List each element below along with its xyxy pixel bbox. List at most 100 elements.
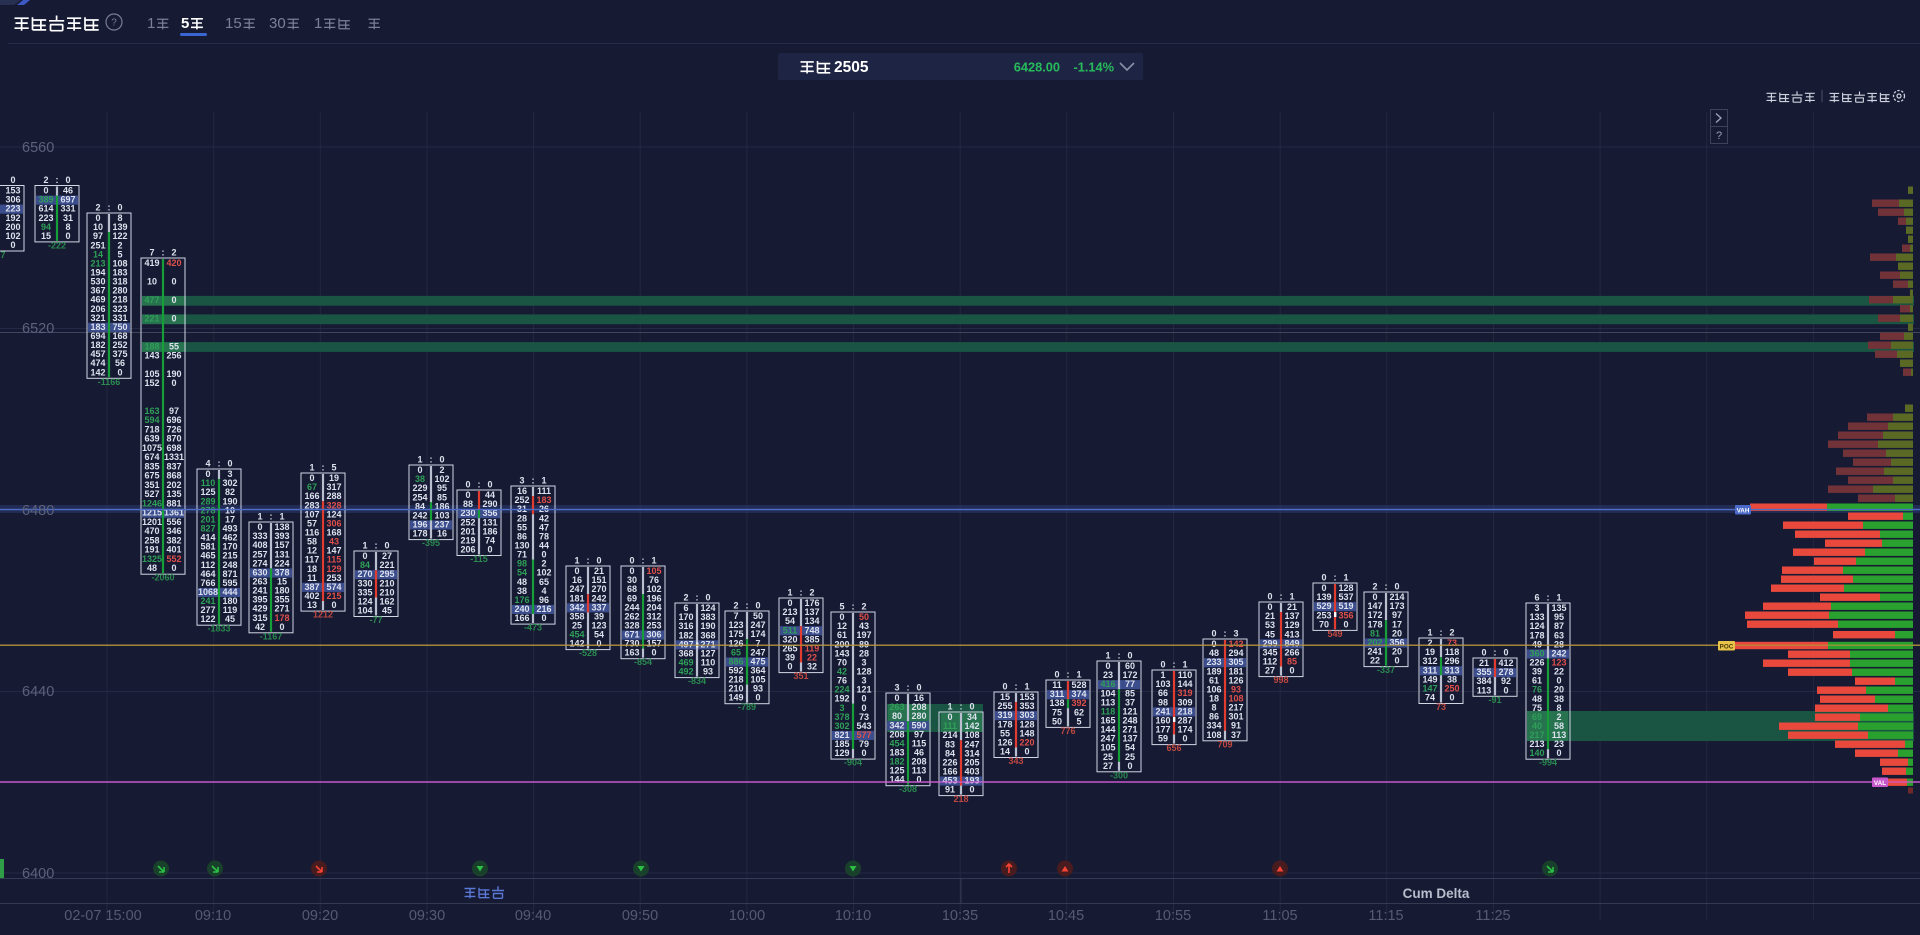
svg-text:378: 378	[274, 568, 289, 578]
svg-text:93: 93	[1231, 685, 1241, 695]
svg-text:674: 674	[144, 452, 159, 462]
svg-text:197: 197	[856, 630, 871, 640]
svg-text:119: 119	[805, 644, 820, 654]
svg-text:178: 178	[997, 719, 1012, 729]
svg-text:122: 122	[112, 231, 127, 241]
svg-text:277: 277	[200, 605, 215, 615]
svg-text:356: 356	[482, 508, 497, 518]
svg-text:-1167: -1167	[260, 631, 283, 641]
svg-text:21: 21	[1479, 658, 1489, 668]
svg-text:181: 181	[1228, 666, 1243, 676]
svg-text:0: 0	[171, 563, 176, 573]
svg-text:294: 294	[1228, 648, 1243, 658]
svg-text:56: 56	[115, 358, 125, 368]
svg-text:POC: POC	[1720, 643, 1734, 650]
svg-text:639: 639	[144, 434, 159, 444]
svg-text:28: 28	[517, 513, 527, 523]
svg-text:105: 105	[144, 369, 159, 379]
svg-text:5: 5	[331, 463, 336, 473]
svg-text:0: 0	[705, 593, 710, 603]
svg-text:166: 166	[514, 613, 529, 623]
svg-text:0: 0	[257, 522, 262, 532]
svg-text:-2060: -2060	[151, 573, 174, 583]
svg-text:74: 74	[1425, 693, 1435, 703]
svg-text:226: 226	[942, 758, 957, 768]
svg-text:125: 125	[889, 766, 904, 776]
svg-text:112: 112	[201, 560, 216, 570]
svg-text:0: 0	[171, 378, 176, 388]
svg-text:206: 206	[460, 545, 475, 555]
svg-text:126: 126	[997, 738, 1012, 748]
svg-text:6560: 6560	[22, 140, 54, 156]
svg-text:0: 0	[1321, 573, 1326, 583]
svg-text:5: 5	[1076, 716, 1081, 726]
svg-text:776: 776	[1060, 726, 1075, 736]
svg-text:205: 205	[964, 758, 979, 768]
svg-text::: :	[532, 476, 535, 486]
svg-text:137: 137	[1122, 734, 1137, 744]
svg-text:492: 492	[678, 667, 693, 677]
svg-text:0: 0	[227, 459, 232, 469]
svg-text:50: 50	[859, 612, 869, 622]
svg-text:124: 124	[357, 597, 372, 607]
svg-text:70: 70	[1319, 619, 1329, 629]
svg-text:280: 280	[911, 711, 926, 721]
svg-text:0: 0	[969, 785, 974, 795]
svg-text:305: 305	[1228, 657, 1243, 667]
svg-text:462: 462	[222, 533, 237, 543]
svg-text:-1833: -1833	[207, 624, 230, 634]
svg-text:289: 289	[200, 496, 215, 506]
svg-text:182: 182	[90, 340, 105, 350]
svg-text:178: 178	[412, 529, 427, 539]
svg-text:252: 252	[112, 340, 127, 350]
svg-text:22: 22	[807, 653, 817, 663]
svg-text:244: 244	[624, 602, 639, 612]
svg-text:124: 124	[326, 509, 341, 519]
svg-text:0: 0	[487, 545, 492, 555]
svg-text:306: 306	[646, 630, 661, 640]
svg-text:998: 998	[1273, 675, 1288, 685]
svg-text:1: 1	[309, 463, 314, 473]
svg-text:201: 201	[200, 515, 215, 525]
svg-text:92: 92	[1501, 676, 1511, 686]
svg-text:413: 413	[1284, 629, 1299, 639]
svg-text:0: 0	[1503, 685, 1508, 695]
svg-text:15: 15	[41, 231, 51, 241]
svg-text:80: 80	[892, 711, 902, 721]
svg-text:215: 215	[326, 591, 341, 601]
svg-text:54: 54	[785, 616, 795, 626]
svg-text:135: 135	[1551, 603, 1566, 613]
svg-text:174: 174	[750, 629, 765, 639]
svg-text:6480: 6480	[22, 503, 54, 519]
svg-text:149: 149	[1422, 674, 1437, 684]
svg-text:1: 1	[651, 556, 656, 566]
svg-text:5: 5	[181, 15, 189, 32]
svg-text:11: 11	[307, 573, 317, 583]
svg-text:39: 39	[594, 612, 604, 622]
svg-text:153: 153	[1019, 692, 1034, 702]
svg-text:1: 1	[417, 455, 422, 465]
svg-text:10:45: 10:45	[1048, 908, 1084, 924]
svg-text:1: 1	[1105, 651, 1110, 661]
svg-text:133: 133	[1529, 612, 1544, 622]
svg-text:110: 110	[201, 478, 216, 488]
svg-text:178: 178	[1367, 619, 1382, 629]
svg-text:16: 16	[517, 486, 527, 496]
svg-text:0: 0	[309, 473, 314, 483]
svg-text:416: 416	[1100, 679, 1115, 689]
svg-text:55: 55	[517, 522, 527, 532]
svg-text:113: 113	[1552, 730, 1567, 740]
svg-text:123: 123	[591, 621, 606, 631]
svg-text:42: 42	[837, 667, 847, 677]
svg-text:881: 881	[166, 498, 181, 508]
svg-text:1: 1	[1182, 660, 1187, 670]
svg-text:149: 149	[728, 693, 743, 703]
svg-text:104: 104	[357, 606, 372, 616]
svg-text:0: 0	[1211, 629, 1216, 639]
svg-text:696: 696	[166, 415, 181, 425]
svg-text:75: 75	[1052, 707, 1062, 717]
svg-text:124: 124	[1529, 621, 1544, 631]
svg-text:70: 70	[837, 658, 847, 668]
svg-text:271: 271	[274, 604, 289, 614]
svg-text:76: 76	[1532, 685, 1542, 695]
